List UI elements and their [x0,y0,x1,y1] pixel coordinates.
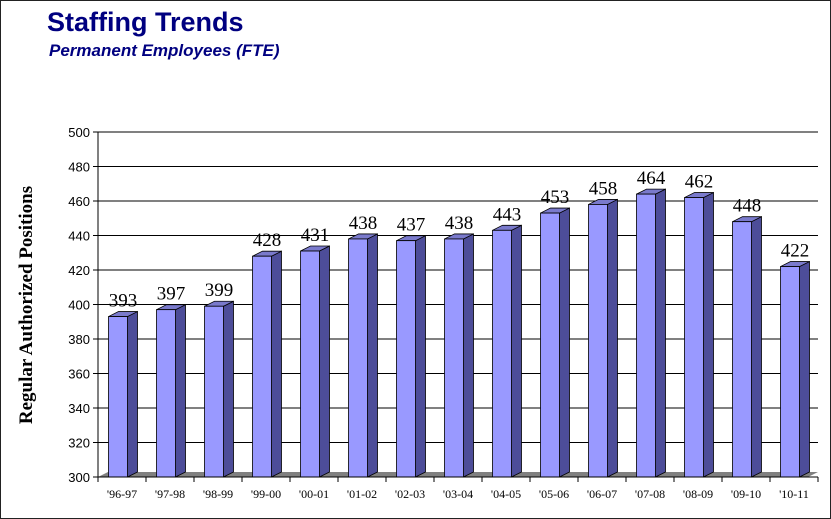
y-tick-label: 480 [68,160,90,175]
bar-front [156,309,176,478]
bar [780,260,810,478]
y-tick-label: 300 [68,470,90,485]
y-tick-label: 440 [68,229,90,244]
bar-side [559,207,570,478]
y-tick-label: 420 [68,263,90,278]
bar [444,233,474,478]
y-tick-label: 360 [68,367,90,382]
x-tick-label: '96-97 [107,487,137,501]
data-label: 443 [493,204,522,225]
bar-side [751,216,762,478]
data-label: 453 [541,187,570,208]
bar-side [463,233,474,478]
data-label: 422 [781,241,810,262]
bar-front [540,212,560,478]
data-label: 458 [589,178,618,199]
x-tick-label: '10-11 [779,487,809,501]
bar-side [703,191,714,478]
x-tick-label: '99-00 [251,487,281,501]
x-tick-label: '08-09 [683,487,713,501]
data-label: 393 [109,291,138,312]
x-tick-label: '09-10 [731,487,761,501]
data-label: 431 [301,225,330,246]
bar-front [684,197,704,478]
data-label: 437 [397,215,426,236]
bar-front [396,240,416,478]
data-label: 464 [637,168,666,189]
bar-side [655,188,666,478]
bar-side [415,235,426,478]
bar [732,216,762,478]
y-tick-label: 320 [68,436,90,451]
bar-side [271,250,282,478]
x-tick-label: '03-04 [443,487,473,501]
data-label: 462 [685,172,714,193]
y-tick-label: 500 [68,125,90,140]
bar-front [204,305,224,478]
labels: 393 '96-97 397 '97-98 399 '98-99 428 '99-00 431 '… [107,168,809,501]
x-tick-label: '06-07 [587,487,617,501]
y-tick-label: 340 [68,401,90,416]
bar-side [607,198,618,478]
y-tick-label: 400 [68,298,90,313]
bar [588,198,618,478]
y-tick-label: 460 [68,194,90,209]
bar [300,245,330,478]
bar-front [252,255,272,478]
bar [636,188,666,478]
x-tick-label: '01-02 [347,487,377,501]
bar [684,191,714,478]
bar-front [780,266,800,478]
axes: 300 320 340 360 380 400 420 440 460 480 500 [68,125,819,485]
bar-side [127,310,138,478]
x-tick-label: '05-06 [539,487,569,501]
bar-front [636,193,656,478]
bar-side [367,233,378,478]
bar [396,235,426,478]
data-label: 438 [349,213,378,234]
bar-front [444,238,464,478]
bar [204,300,234,478]
chart-subtitle: Permanent Employees (FTE) [49,41,280,60]
bar-front [588,204,608,478]
x-tick-label: '07-08 [635,487,665,501]
x-tick-label: '98-99 [203,487,233,501]
x-tick-label: '00-01 [299,487,329,501]
data-label: 397 [157,284,186,305]
bar [252,250,282,478]
x-tick-label: '02-03 [395,487,425,501]
bar-side [799,260,810,478]
y-tick-label: 380 [68,332,90,347]
bar-front [348,238,368,478]
data-label: 399 [205,280,234,301]
bars [108,188,810,478]
bar-front [732,221,752,478]
x-tick-label: '97-98 [155,487,185,501]
bar-side [175,304,186,478]
x-tick-label: '04-05 [491,487,521,501]
data-label: 448 [733,196,762,217]
bar-side [223,300,234,478]
chart-title: Staffing Trends [47,7,244,37]
bar-front [492,229,512,478]
bar-side [319,245,330,478]
bar [156,304,186,478]
data-label: 428 [253,230,282,251]
bar-front [108,316,128,478]
bar [348,233,378,478]
bar [492,224,522,478]
data-label: 438 [445,213,474,234]
bar [540,207,570,478]
bar-side [511,224,522,478]
bar [108,310,138,478]
bar-front [300,250,320,478]
y-axis-title: Regular Authorized Positions [16,186,37,424]
